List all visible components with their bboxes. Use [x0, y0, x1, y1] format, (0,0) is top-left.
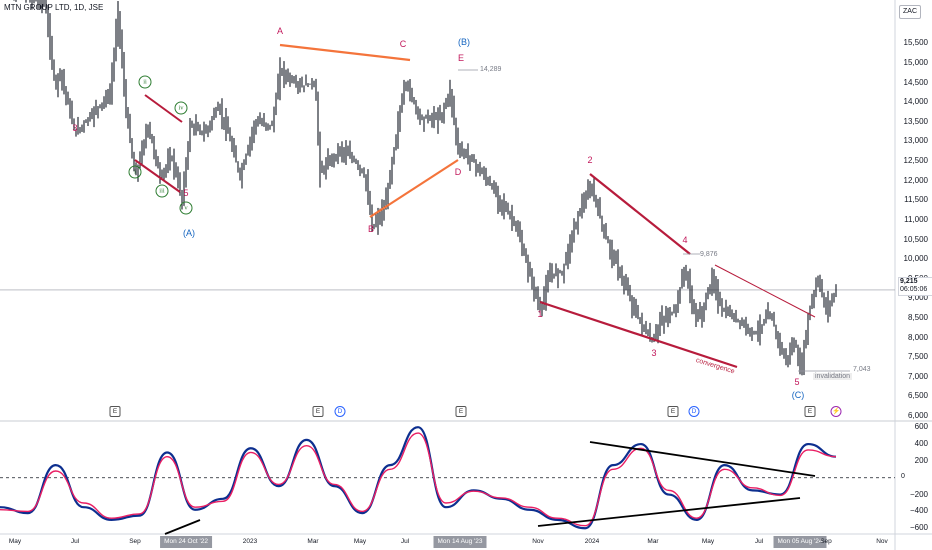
roman-wave-label: v — [179, 201, 193, 215]
price-tick-label: 11,500 — [904, 195, 928, 205]
earnings-marker: E — [109, 406, 121, 417]
last-price-badge: 9,215 06:05:06 — [898, 277, 932, 296]
price-tick-label: 8,000 — [907, 332, 928, 342]
price-tick-label: 13,000 — [903, 136, 928, 146]
price-tick-label: 10,000 — [903, 254, 928, 264]
time-tick-label: 2023 — [242, 538, 258, 545]
split-marker: ⚡ — [830, 406, 842, 417]
time-tick-label: Mar — [647, 538, 659, 545]
wave-label: A — [276, 26, 284, 36]
oscillator-tick-label: 200 — [914, 455, 928, 465]
earnings-marker: E — [455, 406, 467, 417]
time-tick-label: Sep — [820, 538, 832, 545]
wave4-level-label: 9,876 — [700, 251, 718, 258]
oscillator-tick-label: −400 — [909, 506, 928, 516]
invalidation-label: invalidation — [813, 373, 853, 380]
price-tick-label: 11,000 — [904, 214, 928, 224]
roman-wave-label: iv — [174, 101, 188, 115]
time-tick-label: May — [353, 538, 367, 545]
time-tick-label: May — [8, 538, 22, 545]
dividend-marker: D — [334, 406, 346, 417]
channel-2-4-line — [589, 173, 691, 255]
e-high-label: 14,289 — [480, 66, 502, 73]
wave-label: (A) — [183, 228, 195, 238]
price-tick-label: 12,000 — [903, 175, 928, 185]
oscillator-tick-label: −200 — [909, 489, 928, 499]
currency-badge[interactable]: ZAC — [899, 5, 921, 19]
last-price-value: 9,215 — [900, 278, 918, 285]
oscillator-tick-label: 600 — [914, 422, 928, 432]
price-tick-label: 8,500 — [907, 312, 928, 322]
exchange-label: JSE — [88, 3, 104, 12]
oscillator-signal-line — [0, 432, 837, 527]
time-tick-label: Jul — [70, 538, 80, 545]
wedge-upper-line — [144, 94, 183, 123]
invalidation-level-label: 7,043 — [853, 366, 871, 373]
oscillator-main-line — [0, 426, 837, 530]
time-tick-label: Nov — [876, 538, 888, 545]
price-tick-label: 10,500 — [903, 234, 928, 244]
earnings-marker: E — [804, 406, 816, 417]
time-tick-label: Jul — [754, 538, 764, 545]
roman-wave-label: iii — [155, 184, 169, 198]
wave-label: 3 — [651, 348, 657, 358]
oscillator-upper-trendline — [589, 441, 816, 477]
trendline-b-d — [369, 159, 459, 218]
zero-level-label: 0 — [898, 472, 931, 482]
highlighted-date-label: Mon 14 Aug '23 — [433, 536, 487, 548]
price-tick-label: 12,500 — [903, 156, 928, 166]
price-tick-label: 15,500 — [903, 38, 928, 48]
wave-label: C — [399, 39, 407, 49]
price-tick-label: 6,000 — [907, 411, 928, 421]
highlighted-date-label: Mon 24 Oct '22 — [160, 536, 212, 548]
wave-label: 1 — [537, 309, 543, 319]
price-tick-label: 9,000 — [907, 293, 928, 303]
time-tick-label: May — [701, 538, 715, 545]
price-tick-label: 7,000 — [907, 371, 928, 381]
highlighted-date-label: Mon 05 Aug '24 — [773, 536, 827, 548]
wave-label: 5 — [794, 377, 800, 387]
wave-label: (C) — [791, 390, 805, 400]
price-tick-label: 6,500 — [907, 391, 928, 401]
wave-label: (B) — [458, 37, 470, 47]
roman-wave-label: ii — [138, 75, 152, 89]
wave-label: D — [454, 167, 462, 177]
symbol-name: MTN GROUP LTD — [4, 3, 70, 12]
wave-label: 3 — [72, 123, 78, 133]
price-tick-label: 14,500 — [903, 77, 928, 87]
wave-label: E — [457, 53, 465, 63]
dividend-marker: D — [688, 406, 700, 417]
time-tick-label: 2024 — [584, 538, 600, 545]
breakout-trendline — [714, 264, 816, 318]
earnings-marker: E — [312, 406, 324, 417]
oscillator-short-trendline — [164, 519, 201, 535]
roman-wave-label: i — [128, 165, 142, 179]
time-tick-label: Sep — [129, 538, 141, 545]
trendline-a-c — [279, 43, 411, 62]
time-tick-label: Mar — [307, 538, 319, 545]
earnings-marker: E — [667, 406, 679, 417]
oscillator-tick-label: −600 — [909, 523, 928, 533]
oscillator-lower-trendline — [537, 497, 801, 527]
price-tick-label: 15,000 — [903, 57, 928, 67]
channel-1-3-line — [539, 300, 738, 369]
oscillator-tick-label: 400 — [914, 439, 928, 449]
time-tick-label: Nov — [532, 538, 544, 545]
interval-label: 1D — [73, 3, 85, 12]
time-tick-label: Jul — [400, 538, 410, 545]
wave-label: 4 — [682, 235, 688, 245]
price-tick-label: 7,500 — [907, 352, 928, 362]
symbol-header: MTN GROUP LTD, 1D, JSE — [4, 3, 104, 12]
wedge-lower-line — [134, 159, 181, 193]
price-tick-label: 14,000 — [903, 97, 928, 107]
wave-label: B — [367, 224, 375, 234]
countdown-timer: 06:05:06 — [900, 286, 928, 293]
wave-label: 5 — [183, 188, 189, 198]
wave-label: 2 — [587, 155, 593, 165]
price-tick-label: 13,500 — [903, 116, 928, 126]
